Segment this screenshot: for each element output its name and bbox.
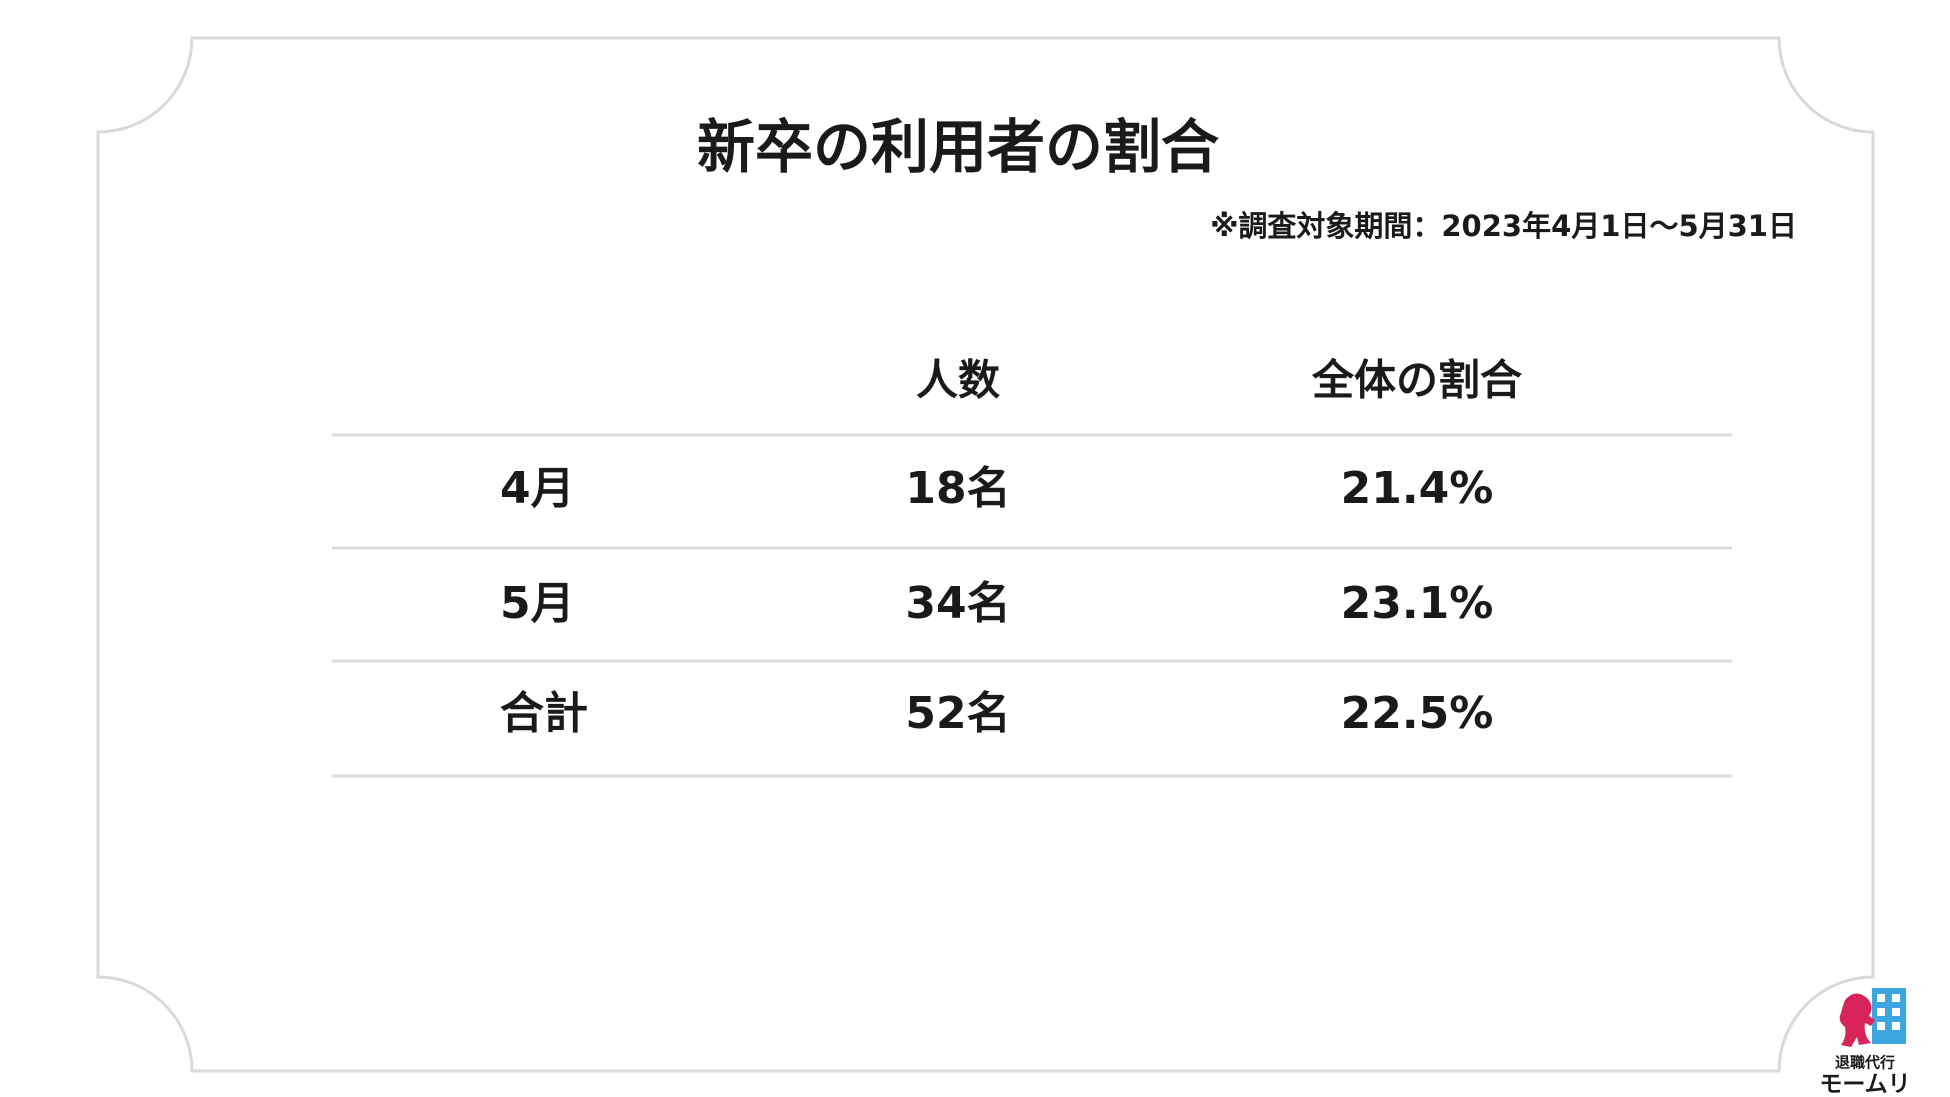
row-label: 5月 bbox=[500, 578, 575, 629]
logo-character bbox=[1839, 993, 1875, 1047]
logo-line1: 退職代行 bbox=[1835, 1054, 1895, 1072]
row-label: 合計 bbox=[500, 688, 588, 739]
cell: 34名 bbox=[905, 578, 1010, 629]
logo: 退職代行 モームリ bbox=[1819, 988, 1911, 1097]
cell: 52名 bbox=[905, 688, 1010, 739]
cell: 21.4% bbox=[1341, 463, 1494, 514]
table: 人数 全体の割合 4月 18名 21.4% 5月 34名 23.1% 合計 52名 22.5% bbox=[332, 356, 1732, 778]
row-label: 4月 bbox=[500, 463, 575, 514]
cell: 18名 bbox=[905, 463, 1010, 514]
column-header: 全体の割合 bbox=[1311, 356, 1522, 405]
column-header: 人数 bbox=[916, 356, 1000, 405]
logo-line2: モームリ bbox=[1819, 1072, 1910, 1097]
cell: 22.5% bbox=[1341, 688, 1494, 739]
logo-windows bbox=[1877, 994, 1900, 1030]
title: 新卒の利用者の割合 bbox=[697, 113, 1219, 181]
cell: 23.1% bbox=[1341, 578, 1494, 629]
note: ※調査対象期間：2023年4月1日〜5月31日 bbox=[1210, 209, 1797, 243]
frame bbox=[96, 36, 1875, 1073]
